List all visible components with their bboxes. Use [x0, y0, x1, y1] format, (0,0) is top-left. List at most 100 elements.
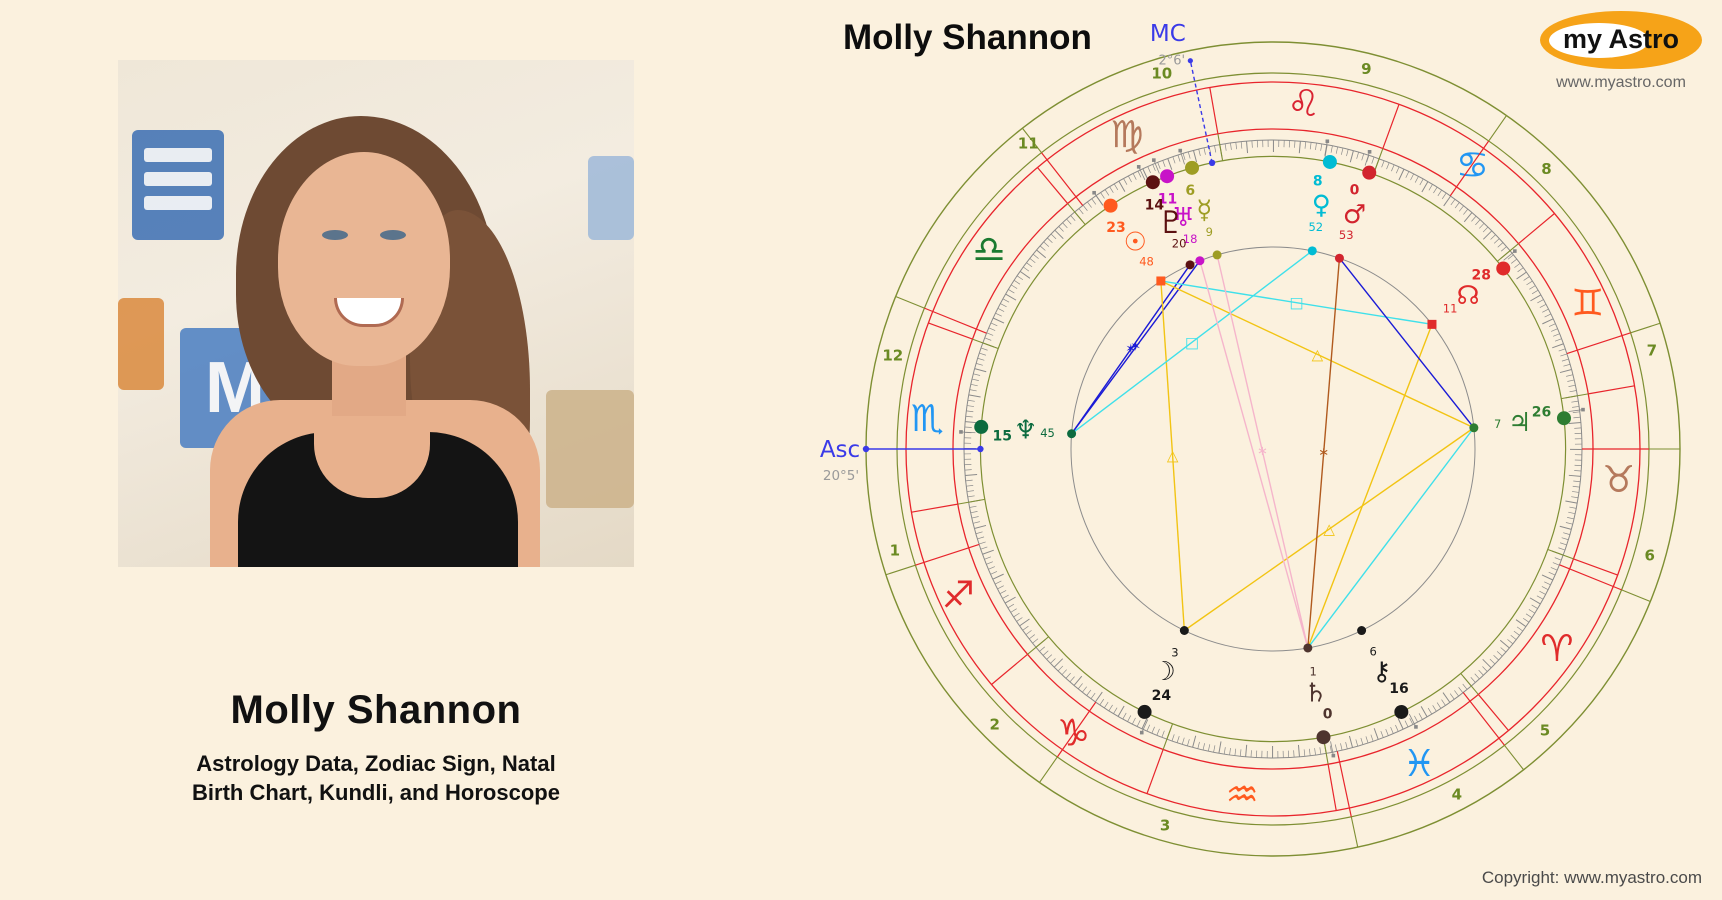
degree-tick: [1036, 249, 1047, 259]
house-cusp-connector: [1621, 589, 1651, 602]
degree-tick: [1361, 153, 1365, 161]
degree-tick: [1026, 262, 1033, 268]
degree-tick: [1224, 143, 1227, 151]
degree-tick: [1551, 328, 1558, 332]
degree-tick: [994, 580, 1002, 585]
planet-neptune-icon: ♆: [1014, 415, 1037, 445]
myastro-logo[interactable]: my Astro: [1540, 11, 1702, 69]
planet-moon-icon: ☽: [1152, 657, 1175, 687]
house-number-6: 6: [1644, 547, 1654, 565]
aspect-anchor-neptune: [1067, 429, 1077, 439]
planet-minute: 53: [1339, 228, 1354, 242]
degree-tick: [1365, 736, 1369, 744]
degree-tick: [1245, 744, 1248, 757]
planet-minute: 45: [1040, 426, 1055, 440]
degree-tick: [1229, 747, 1231, 755]
house-number-1: 1: [890, 541, 900, 559]
aspect-anchor-north node: [1427, 319, 1437, 329]
degree-tick: [1132, 173, 1137, 180]
midheaven-degree: 2°6': [1158, 53, 1185, 68]
degree-tick: [1223, 747, 1226, 755]
degree-tick: [1569, 506, 1577, 509]
degree-tick: [1117, 705, 1125, 717]
degree-tick: [1493, 655, 1499, 661]
degree-tick: [995, 312, 1002, 317]
aspect-line-mars-saturn: [1307, 258, 1341, 649]
planet-degree: 16: [1389, 681, 1408, 697]
degree-tick: [1528, 609, 1535, 614]
degree-tick: [1303, 749, 1306, 757]
zodiac-sign-sagittarius-icon: ♐: [942, 574, 975, 617]
house-cusp-connector: [1504, 744, 1524, 771]
degree-tick: [1515, 619, 1527, 628]
degree-tick: [966, 410, 974, 413]
degree-tick: [1104, 189, 1110, 196]
house-number-8: 8: [1541, 160, 1551, 178]
degree-tick: [1335, 146, 1339, 154]
planet-pointer-head: [1414, 725, 1418, 729]
ring-dot-jupiter: [1556, 411, 1571, 426]
sign-cusp-connector: [1027, 636, 1049, 655]
aspect-anchor-mars: [1334, 253, 1344, 263]
degree-tick: [1391, 164, 1395, 172]
degree-tick: [1246, 141, 1249, 154]
planet-degree: 6: [1185, 183, 1195, 199]
planet-pointer-head: [1092, 190, 1096, 195]
degree-tick: [1187, 151, 1191, 159]
house-number-5: 5: [1540, 722, 1550, 740]
degree-tick: [1511, 258, 1517, 264]
degree-tick: [1561, 537, 1569, 541]
degree-tick: [1493, 238, 1500, 244]
ring-dot-pluto: [1145, 175, 1160, 190]
sign-cusp-line: [1588, 385, 1635, 395]
degree-tick: [1039, 245, 1046, 251]
degree-tick: [1142, 168, 1149, 180]
degree-tick: [1568, 511, 1576, 515]
degree-tick: [1571, 491, 1579, 493]
degree-tick: [1029, 634, 1035, 640]
degree-tick: [1482, 230, 1493, 240]
degree-tick: [1500, 647, 1507, 653]
aspect-anchor-moon: [1179, 626, 1189, 636]
degree-tick: [1537, 299, 1544, 304]
degree-tick: [1432, 705, 1437, 712]
planet-pointer: [1094, 193, 1103, 205]
page-subtitle: Astrology Data, Zodiac Sign, Natal Birth…: [118, 749, 634, 807]
house-cusp-line: [1336, 751, 1352, 817]
degree-tick: [1171, 734, 1175, 742]
planet-pointer: [1364, 153, 1370, 166]
planet-pointer-head: [1513, 249, 1517, 253]
degree-tick: [965, 479, 973, 482]
degree-tick: [1475, 219, 1481, 226]
aspect-anchor-mercury: [1212, 250, 1222, 260]
planet-pointer: [1180, 151, 1185, 165]
degree-tick: [1490, 234, 1496, 240]
degree-tick: [1043, 241, 1050, 247]
degree-tick: [1008, 289, 1015, 294]
left-caption: Molly Shannon Astrology Data, Zodiac Sig…: [118, 688, 634, 807]
degree-tick: [1147, 166, 1151, 174]
planet-minute: 20: [1172, 236, 1187, 250]
degree-tick: [980, 347, 988, 351]
aspect-circle: [1070, 246, 1476, 652]
website-link[interactable]: www.myastro.com: [1556, 74, 1686, 91]
degree-tick: [1069, 676, 1075, 683]
degree-tick: [974, 524, 987, 530]
planet-degree: 0: [1350, 183, 1360, 199]
degree-tick: [1320, 143, 1323, 151]
degree-tick: [1414, 176, 1419, 183]
sign-cusp-line: [1382, 104, 1400, 149]
degree-tick: [977, 536, 985, 540]
degree-tick: [1536, 595, 1544, 600]
degree-tick: [990, 571, 998, 575]
degree-tick: [1109, 186, 1114, 193]
degree-tick: [1428, 184, 1433, 191]
degree-tick: [1441, 192, 1447, 200]
degree-tick: [1065, 672, 1071, 679]
sign-cusp-line: [1573, 558, 1618, 576]
degree-tick: [1450, 199, 1456, 206]
degree-tick: [1548, 323, 1556, 327]
degree-tick: [969, 389, 977, 392]
degree-tick: [1192, 735, 1197, 748]
